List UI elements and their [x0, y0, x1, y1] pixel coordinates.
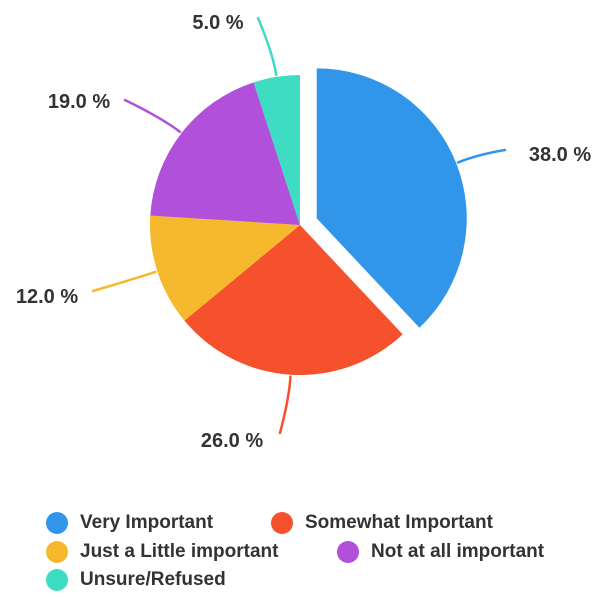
leader-line-unsure-refused [256, 16, 278, 77]
legend-label: Not at all important [371, 541, 545, 562]
pie-slice-not-at-all-important[interactable] [150, 82, 300, 225]
data-label-just-a-little-important: 12.0 % [16, 286, 78, 308]
legend-swatch [337, 541, 359, 563]
legend-swatch [46, 541, 68, 563]
legend-item-unsure-refused[interactable]: Unsure/Refused [46, 569, 226, 591]
data-label-very-important: 38.0 % [529, 144, 591, 166]
legend-swatch [46, 512, 68, 534]
pie-slice-just-a-little-important[interactable] [150, 215, 300, 321]
legend-swatch [271, 512, 293, 534]
pie-chart-svg: 38.0 % 26.0 % 12.0 % 19.0 % 5.0 % [16, 12, 591, 452]
leader-line-somewhat-important [278, 375, 292, 435]
leader-line-not-at-all-important [123, 98, 182, 134]
data-label-unsure-refused: 5.0 % [192, 12, 243, 34]
legend-label: Just a Little important [80, 541, 279, 562]
pie-slice-somewhat-important[interactable] [184, 225, 403, 376]
leader-line-very-important [456, 148, 507, 164]
pie-slice-very-important[interactable] [316, 68, 467, 328]
data-label-not-at-all-important: 19.0 % [48, 91, 110, 113]
leader-line-just-a-little-important [91, 270, 157, 293]
legend-swatch [46, 569, 68, 591]
legend-label: Very Important [80, 512, 214, 533]
legend-label: Somewhat Important [305, 512, 493, 533]
data-label-somewhat-important: 26.0 % [201, 430, 263, 452]
legend-item-just-a-little-important[interactable]: Just a Little important [46, 541, 278, 563]
legend-item-somewhat-important[interactable]: Somewhat Important [271, 512, 493, 534]
legend-item-not-at-all-important[interactable]: Not at all important [337, 541, 544, 563]
legend-item-very-important[interactable]: Very Important [46, 512, 213, 534]
legend-label: Unsure/Refused [80, 569, 226, 590]
pie-slice-unsure-refused[interactable] [253, 75, 300, 225]
